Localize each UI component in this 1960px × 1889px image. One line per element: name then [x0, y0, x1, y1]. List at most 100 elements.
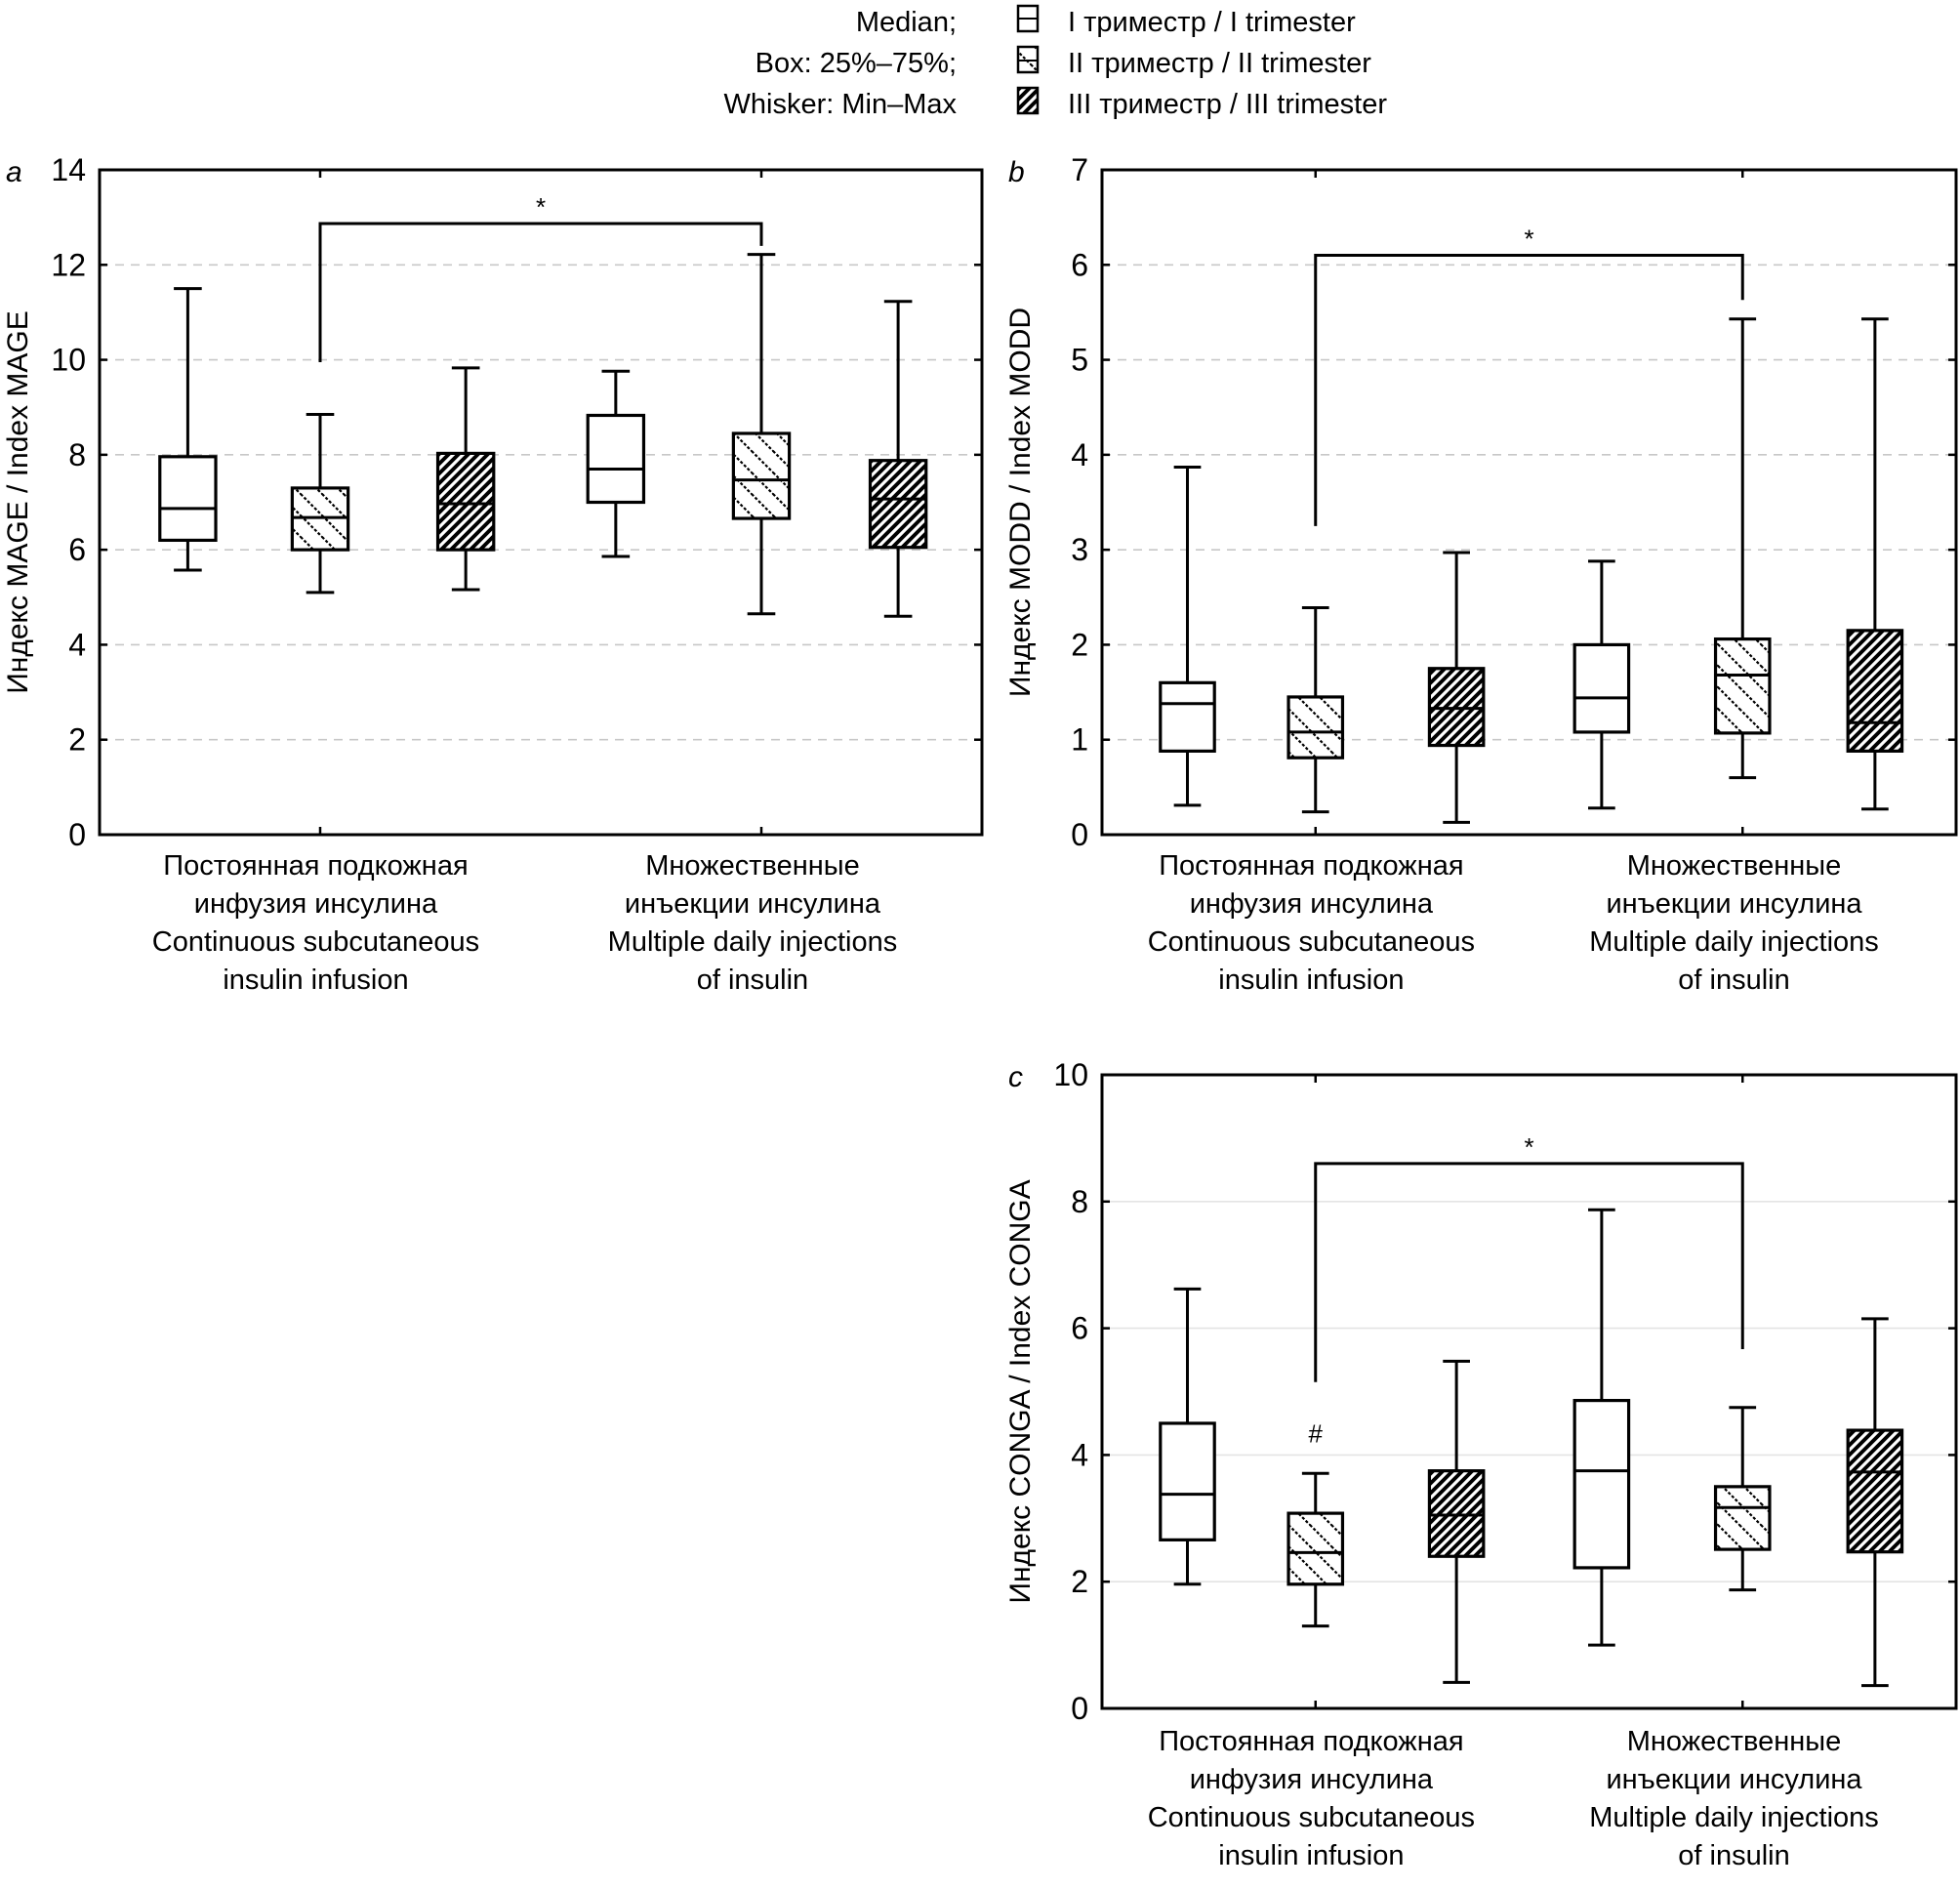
category-label-line: Continuous subcutaneous [1148, 1802, 1475, 1833]
box-csii-trimester-I [1159, 466, 1216, 807]
box-csii-trimester-III [1427, 1359, 1486, 1684]
y-tick-label: 10 [51, 343, 86, 378]
y-tick-label: 1 [1071, 722, 1088, 758]
panel-letter: c [1008, 1061, 1023, 1093]
box-csii-trimester-II [1286, 605, 1345, 814]
box-mdi-trimester-I [586, 369, 646, 558]
category-label-mdi: Множественные инъекции инсулина Multiple d… [1589, 1726, 1879, 1871]
box-iqr [1572, 642, 1631, 734]
category-label-line: Multiple daily injections [1589, 1802, 1879, 1833]
panel-letter: b [1008, 156, 1025, 188]
legend-label: III триместр / III trimester [1068, 89, 1387, 120]
y-tick-label: 0 [68, 817, 86, 852]
box-iqr [1286, 1511, 1345, 1586]
legend-stat-median: Median; [856, 7, 957, 38]
y-tick-label: 2 [1071, 627, 1088, 662]
category-label-line: инфузия инсулина [194, 888, 438, 920]
category-label-line: Continuous subcutaneous [152, 926, 479, 958]
legend-stat-box: Box: 25%–75%; [755, 48, 957, 79]
significance-star: * [1524, 225, 1533, 254]
y-tick-label: 4 [1071, 437, 1088, 472]
box-mdi-trimester-II [731, 253, 792, 616]
category-label-line: инъекции инсулина [625, 888, 881, 920]
box-iqr [1713, 637, 1772, 735]
category-label-line: Множественные [645, 850, 860, 882]
legend-entry-trimester-2: II триместр / II trimester [1016, 45, 1371, 79]
y-tick-label: 4 [68, 627, 86, 662]
category-label-csii: Постоянная подкожная инфузия инсулина Cont… [152, 850, 479, 996]
significance-star: * [536, 192, 546, 222]
category-label-line: Continuous subcutaneous [1148, 926, 1475, 958]
box-iqr [1572, 1398, 1631, 1570]
legend: Median; Box: 25%–75%; Whisker: Min–Max I… [724, 4, 1387, 120]
box-csii-trimester-II [1286, 1471, 1345, 1628]
category-label-line: Постоянная подкожная [1159, 1726, 1463, 1757]
category-label-line: инфузия инсулина [1190, 1764, 1434, 1795]
box-iqr [158, 455, 218, 543]
category-label-line: Множественные [1627, 850, 1842, 882]
y-tick-label: 6 [68, 532, 86, 567]
box-mdi-trimester-III [868, 300, 928, 618]
significance-bracket [318, 222, 763, 363]
plot-frame [1100, 168, 1958, 837]
y-tick-label: 8 [68, 437, 86, 472]
box-iqr [586, 413, 646, 505]
category-label-mdi: Множественные инъекции инсулина Multiple d… [1589, 850, 1879, 996]
box-iqr [435, 451, 496, 552]
category-label-line: of insulin [1678, 1840, 1789, 1871]
category-label-csii: Постоянная подкожная инфузия инсулина Cont… [1148, 850, 1475, 996]
legend-swatch-dense-hatch [1016, 86, 1040, 115]
legend-entry-trimester-1: I триместр / I trimester [1016, 4, 1356, 38]
box-iqr [1286, 695, 1345, 760]
panel-c-conga: 0 2 4 6 8 10 c Индекс CONGA / Index CONGA * # Пост… [1004, 1057, 1958, 1871]
box-mdi-trimester-II [1713, 317, 1772, 780]
y-tick-label: 0 [1071, 817, 1088, 852]
legend-label: I триместр / I trimester [1068, 7, 1356, 38]
box-csii-trimester-III [1427, 551, 1486, 824]
y-tick-label: 6 [1071, 247, 1088, 282]
panel-a-mage: 0 2 4 6 8 10 12 14 a Индекс MAGE / Index MAGE * Пос… [2, 152, 984, 996]
significance-bracket [1314, 254, 1744, 526]
category-label-line: insulin infusion [1218, 965, 1404, 996]
y-tick-label: 6 [1071, 1311, 1088, 1346]
legend-label: II триместр / II trimester [1068, 48, 1371, 79]
category-label-line: insulin infusion [223, 965, 408, 996]
box-csii-trimester-II [290, 413, 350, 595]
y-tick-label: 2 [68, 722, 86, 758]
legend-entry-trimester-3: III триместр / III trimester [1016, 86, 1387, 120]
box-iqr [731, 431, 792, 520]
y-tick-label: 10 [1053, 1057, 1088, 1092]
box-mdi-trimester-III [1846, 317, 1904, 811]
box-iqr [1846, 1428, 1904, 1554]
box-iqr [1713, 1485, 1772, 1551]
y-tick-label: 7 [1071, 152, 1088, 187]
significance-bracket [1314, 1162, 1744, 1382]
category-label-line: Multiple daily injections [1589, 926, 1879, 958]
box-iqr [1846, 629, 1904, 753]
plot-frame [1100, 1073, 1958, 1710]
y-tick-label: 2 [1071, 1564, 1088, 1599]
y-tick-label: 0 [1071, 1691, 1088, 1726]
y-axis-label: Индекс MODD / Index MODD [1004, 308, 1037, 697]
box-mdi-trimester-I [1572, 1208, 1631, 1647]
category-label-line: инфузия инсулина [1190, 888, 1434, 920]
box-iqr [1159, 680, 1216, 753]
y-tick-label: 14 [51, 152, 86, 187]
category-label-line: Постоянная подкожная [1159, 850, 1463, 882]
y-tick-label: 4 [1071, 1437, 1088, 1472]
box-csii-trimester-I [158, 287, 218, 572]
category-label-line: insulin infusion [1218, 1840, 1404, 1871]
category-label-line: of insulin [1678, 965, 1789, 996]
category-label-line: инъекции инсулина [1606, 888, 1862, 920]
significance-star: * [1524, 1132, 1533, 1162]
box-csii-trimester-I [1159, 1287, 1216, 1586]
category-label-line: инъекции инсулина [1606, 1764, 1862, 1795]
legend-stat-whisker: Whisker: Min–Max [724, 89, 958, 120]
panel-b-modd: 0 1 2 3 4 5 6 7 b Индекс MODD / Index MODD * Постоя… [1004, 152, 1958, 996]
box-iqr [1427, 1469, 1486, 1558]
annotation-hash: # [1309, 1418, 1324, 1448]
y-tick-label: 8 [1071, 1184, 1088, 1219]
panel-letter: a [6, 156, 22, 188]
box-csii-trimester-III [435, 366, 496, 592]
box-mdi-trimester-I [1572, 559, 1631, 810]
